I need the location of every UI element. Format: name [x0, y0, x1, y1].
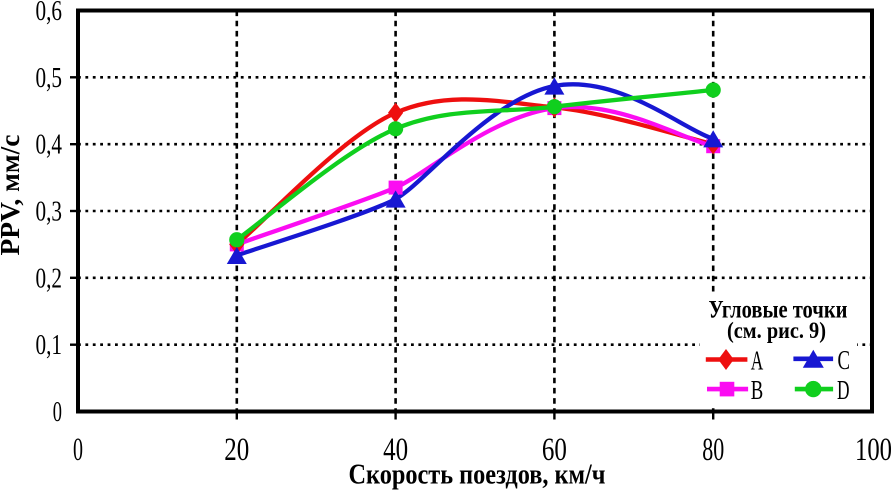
- svg-text:0,6: 0,6: [36, 0, 63, 27]
- svg-text:0: 0: [73, 432, 83, 468]
- svg-text:0: 0: [53, 397, 62, 428]
- svg-text:0,4: 0,4: [36, 130, 63, 161]
- svg-text:PPV, мм/с: PPV, мм/с: [0, 134, 25, 255]
- svg-text:B: B: [751, 375, 764, 405]
- svg-text:0,2: 0,2: [36, 263, 63, 294]
- svg-text:100: 100: [855, 432, 892, 468]
- svg-text:0,3: 0,3: [36, 197, 63, 228]
- svg-text:60: 60: [542, 432, 567, 468]
- svg-text:A: A: [751, 346, 764, 376]
- svg-text:20: 20: [224, 432, 249, 468]
- svg-text:40: 40: [383, 432, 408, 468]
- svg-text:C: C: [838, 345, 851, 375]
- svg-text:D: D: [837, 375, 850, 405]
- svg-text:(см. рис. 9): (см. рис. 9): [727, 318, 826, 344]
- svg-text:0,5: 0,5: [36, 63, 63, 94]
- svg-text:Угловые точки: Угловые точки: [709, 297, 848, 324]
- svg-text:0,1: 0,1: [36, 330, 63, 361]
- svg-text:80: 80: [702, 432, 724, 468]
- svg-text:Скорость поездов, км/ч: Скорость поездов, км/ч: [349, 459, 606, 490]
